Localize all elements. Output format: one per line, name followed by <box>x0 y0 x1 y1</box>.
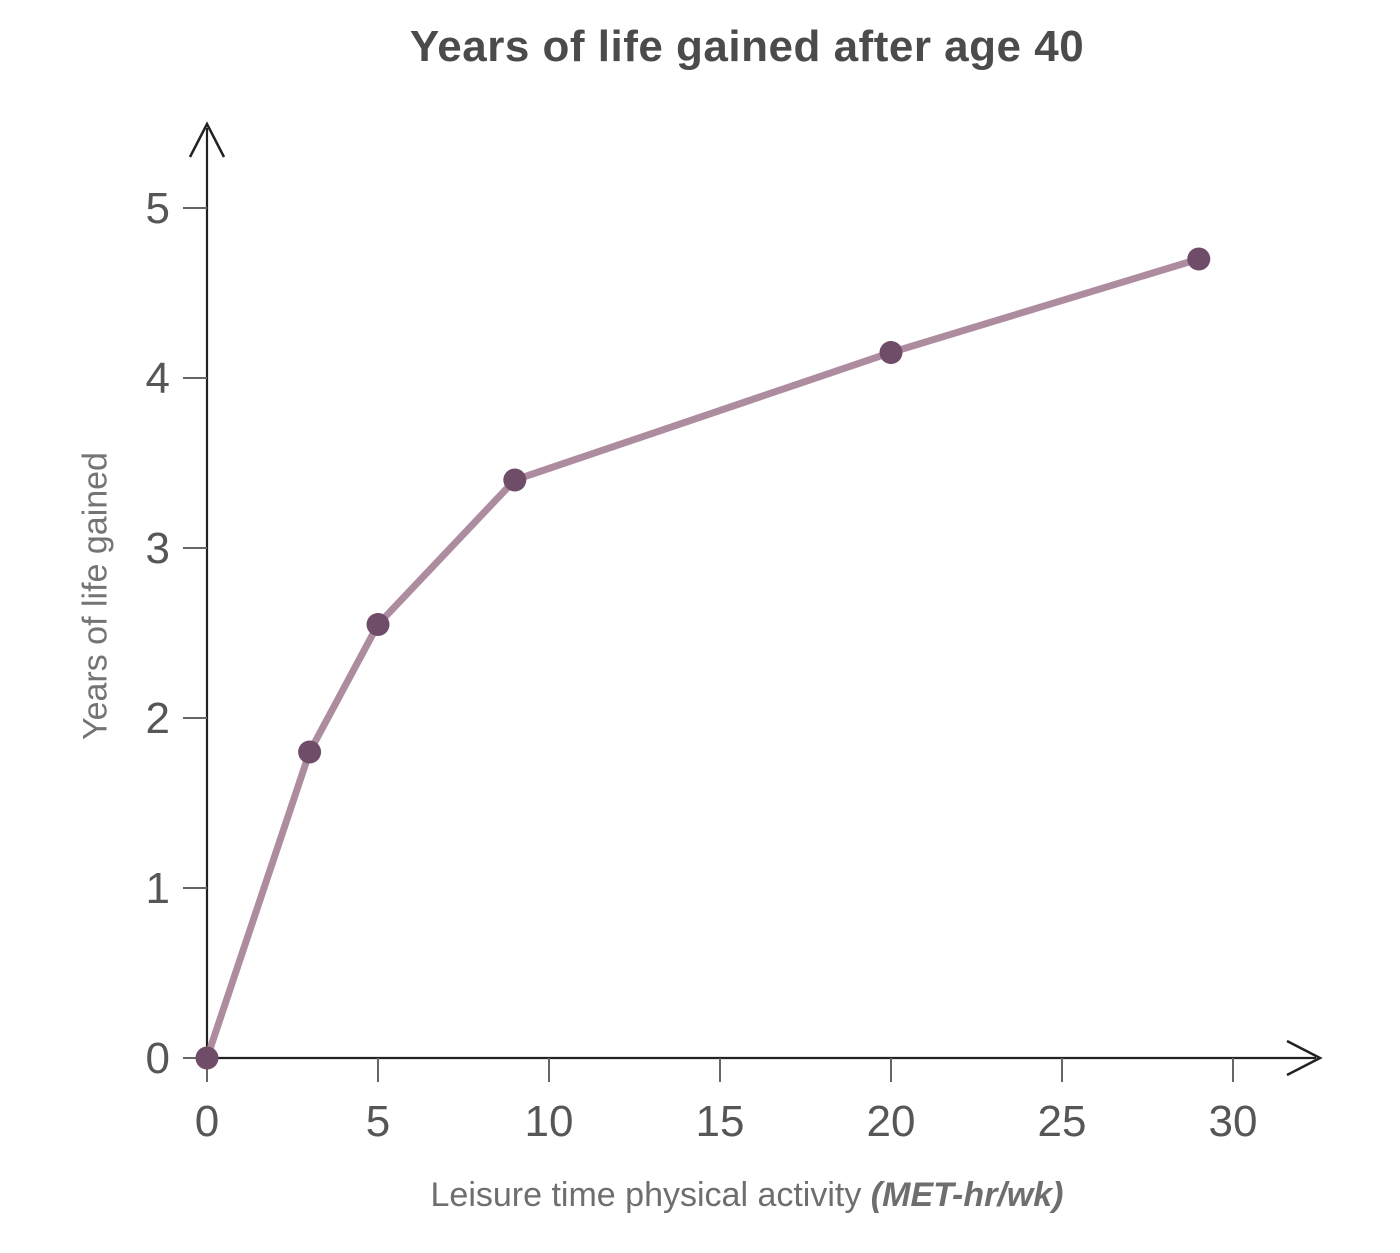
y-tick-label: 1 <box>146 864 170 913</box>
x-tick-label: 10 <box>525 1097 574 1146</box>
x-axis-title: Leisure time physical activity (MET-hr/w… <box>431 1176 1064 1215</box>
x-tick-label: 5 <box>366 1097 390 1146</box>
data-series-line <box>203 255 1203 1062</box>
y-tick-label: 3 <box>146 524 170 573</box>
data-point <box>503 468 527 492</box>
y-tick-label: 5 <box>146 184 170 233</box>
x-tick-label: 30 <box>1209 1097 1258 1146</box>
data-point <box>195 1046 219 1070</box>
x-tick-label: 25 <box>1038 1097 1087 1146</box>
data-point <box>298 740 322 764</box>
x-axis-title-unit: (MET-hr/wk) <box>870 1176 1064 1214</box>
data-point <box>366 613 390 636</box>
y-tick-label: 4 <box>146 354 170 403</box>
x-axis-arrow-icon <box>1286 1039 1323 1077</box>
y-tick-label: 0 <box>146 1034 170 1083</box>
y-tick-label: 2 <box>146 694 170 743</box>
data-point <box>1187 247 1211 271</box>
chart-title: Years of life gained after age 40 <box>409 22 1085 71</box>
y-axis-arrow-icon <box>188 121 226 158</box>
x-tick-label: 0 <box>195 1097 219 1146</box>
x-tick-label: 20 <box>867 1097 916 1146</box>
x-axis-title-text: Leisure time physical activity <box>430 1176 871 1214</box>
x-tick-label: 15 <box>696 1097 745 1146</box>
data-point <box>879 341 903 364</box>
